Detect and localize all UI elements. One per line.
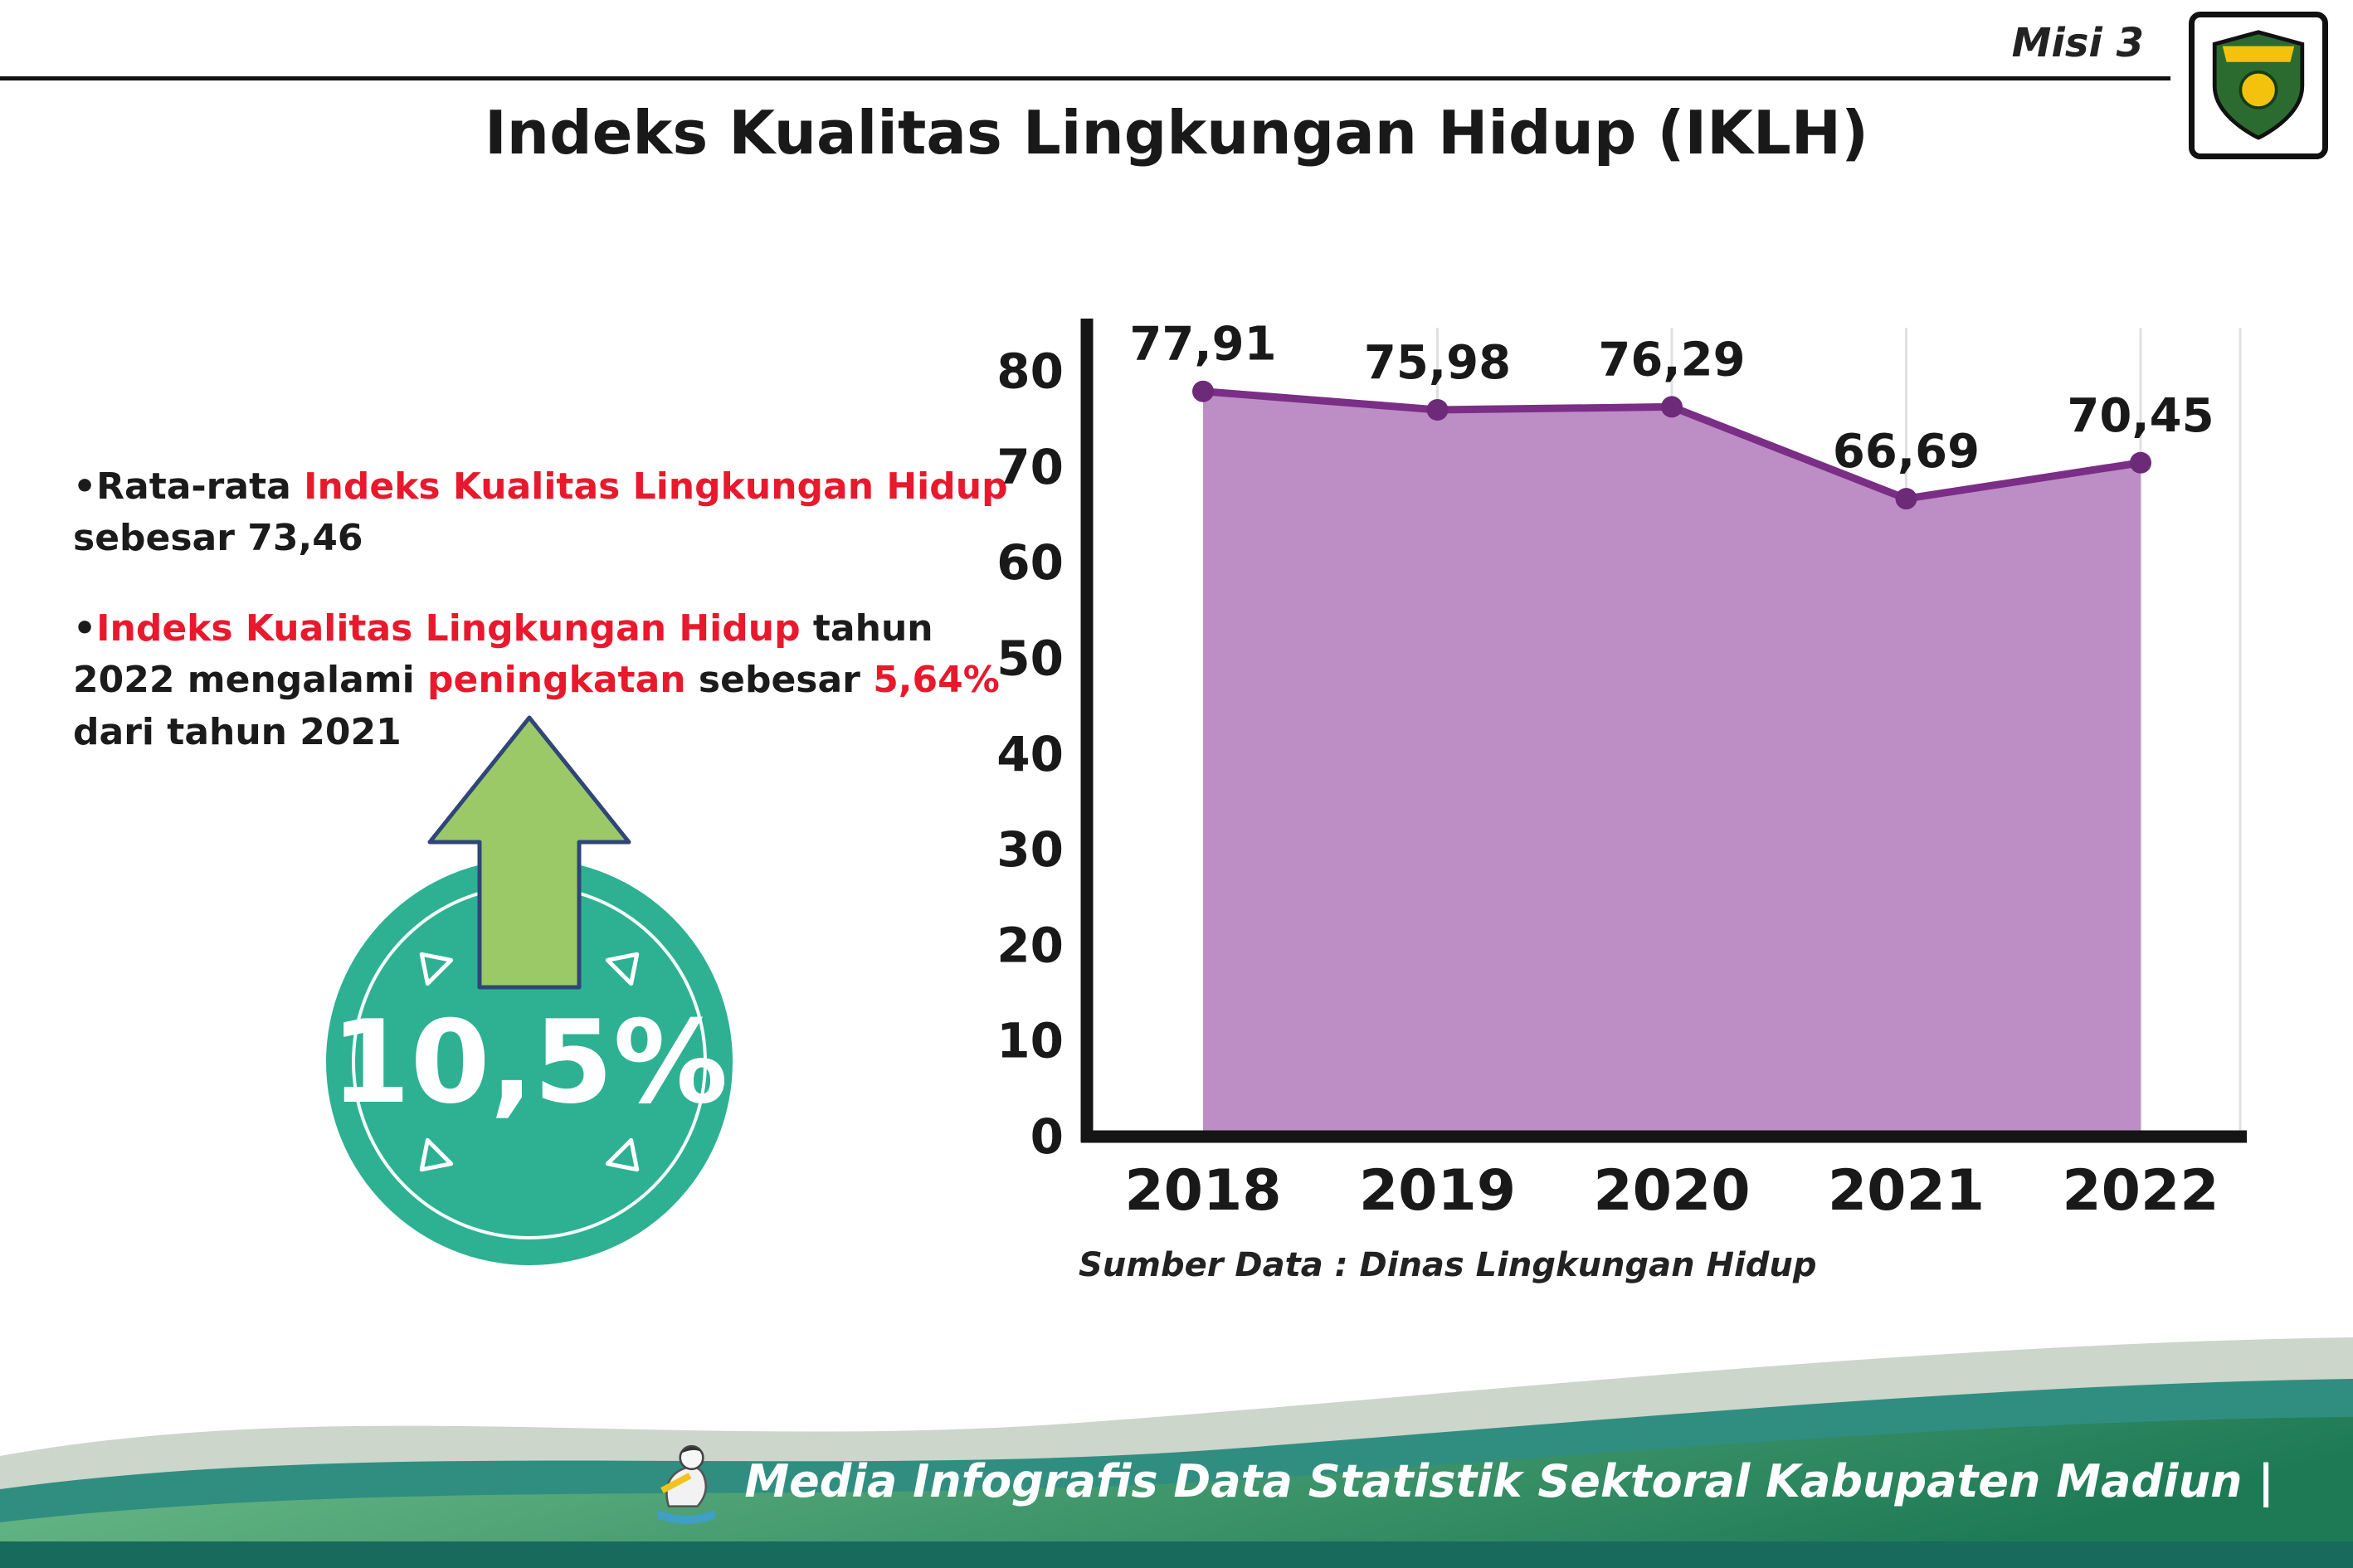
- top-rule: [0, 76, 2170, 80]
- footer-waves: [0, 1337, 2353, 1568]
- shield-banner: [2222, 46, 2295, 62]
- value-label: 66,69: [1833, 425, 1980, 479]
- triangle-nw-icon: [419, 952, 454, 986]
- summary-bullets: •Rata-rata Indeks Kualitas Lingkungan Hi…: [73, 461, 1027, 758]
- wave-green: [0, 1417, 2353, 1568]
- text-segment: Indeks Kualitas Lingkungan Hidup: [96, 606, 801, 650]
- text-segment: sebesar 73,46: [73, 517, 363, 560]
- increase-badge: 10,5%: [305, 701, 753, 1277]
- value-label: 70,45: [2067, 389, 2214, 443]
- triangle-se-icon: [605, 1137, 640, 1172]
- iklh-chart: 77,91 75,98 76,29 66,69 70,45 0 10 20 30 40 50 60 70…: [962, 307, 2257, 1284]
- bullet-increase-2022: •Indeks Kualitas Lingkungan Hidup tahun …: [73, 603, 1027, 758]
- mascot-pencil: [660, 1473, 692, 1493]
- kabupaten-madiun-logo: [2189, 12, 2328, 159]
- misi-label: Misi 3: [2011, 20, 2144, 66]
- value-label: 76,29: [1598, 333, 1745, 387]
- data-point: [1426, 398, 1449, 421]
- data-point: [1192, 380, 1214, 402]
- text-segment: tahun 2022 mengalami: [73, 606, 933, 702]
- badge-circle: [326, 859, 733, 1265]
- x-tick-label: 2021: [1828, 1158, 1985, 1220]
- value-label: 75,98: [1364, 336, 1511, 390]
- y-tick-label: 60: [996, 534, 1064, 591]
- text-segment: dari tahun 2021: [73, 710, 402, 753]
- x-tick-label: 2022: [2062, 1158, 2219, 1220]
- text-segment: •Rata-rata: [73, 465, 304, 508]
- y-tick-label: 10: [996, 1013, 1064, 1069]
- triangle-sw-icon: [419, 1137, 454, 1172]
- text-segment: sebesar: [685, 659, 874, 702]
- text-segment: •: [73, 606, 97, 650]
- shield-logo-icon: [2212, 30, 2305, 140]
- mascot-icon: [658, 1444, 716, 1524]
- text-segment: 5,64%: [873, 659, 1000, 702]
- triangle-ne-icon: [605, 952, 640, 986]
- x-tick-label: 2020: [1593, 1158, 1750, 1220]
- footer-bar: Media Infografis Data Statistik Sektoral…: [647, 1438, 2274, 1525]
- badge-tick-triangles: [419, 952, 640, 1172]
- page-title: Indeks Kualitas Lingkungan Hidup (IKLH): [485, 98, 1868, 168]
- mascot-base: [658, 1510, 716, 1524]
- value-label: 77,91: [1129, 318, 1276, 372]
- y-tick-label: 20: [996, 917, 1064, 973]
- y-tick-label: 30: [996, 821, 1064, 878]
- area-fill: [1203, 391, 2141, 1137]
- y-tick-label: 80: [996, 343, 1064, 400]
- up-arrow-icon: [427, 715, 631, 990]
- text-segment: peningkatan: [427, 659, 686, 702]
- x-tick-label: 2018: [1124, 1158, 1281, 1220]
- bullet-average-iklh: •Rata-rata Indeks Kualitas Lingkungan Hi…: [73, 461, 1027, 565]
- data-point: [2130, 451, 2151, 474]
- chart-source: Sumber Data : Dinas Lingkungan Hidup: [1079, 1246, 1817, 1284]
- iklh-area-chart: 77,91 75,98 76,29 66,69 70,45 0 10 20 30 40 50 60 70…: [996, 318, 2247, 1224]
- y-tick-label: 40: [996, 726, 1064, 782]
- footer-text: Media Infografis Data Statistik Sektoral…: [744, 1455, 2274, 1507]
- x-tick-label: 2019: [1359, 1158, 1516, 1220]
- wave-bottom-strip: [0, 1541, 2353, 1568]
- badge-percentage: 10,5%: [331, 996, 728, 1129]
- data-point: [1661, 396, 1683, 418]
- increase-badge-graphic: 10,5%: [326, 715, 733, 1265]
- mascot-hair: [680, 1447, 704, 1454]
- y-tick-label: 0: [1030, 1108, 1064, 1165]
- shield-emblem: [2239, 71, 2278, 110]
- mascot-head: [679, 1444, 705, 1471]
- y-tick-label: 50: [996, 631, 1064, 687]
- data-point: [1895, 488, 1917, 510]
- text-segment: Indeks Kualitas Lingkungan Hidup: [304, 465, 1008, 508]
- y-tick-label: 70: [996, 439, 1064, 495]
